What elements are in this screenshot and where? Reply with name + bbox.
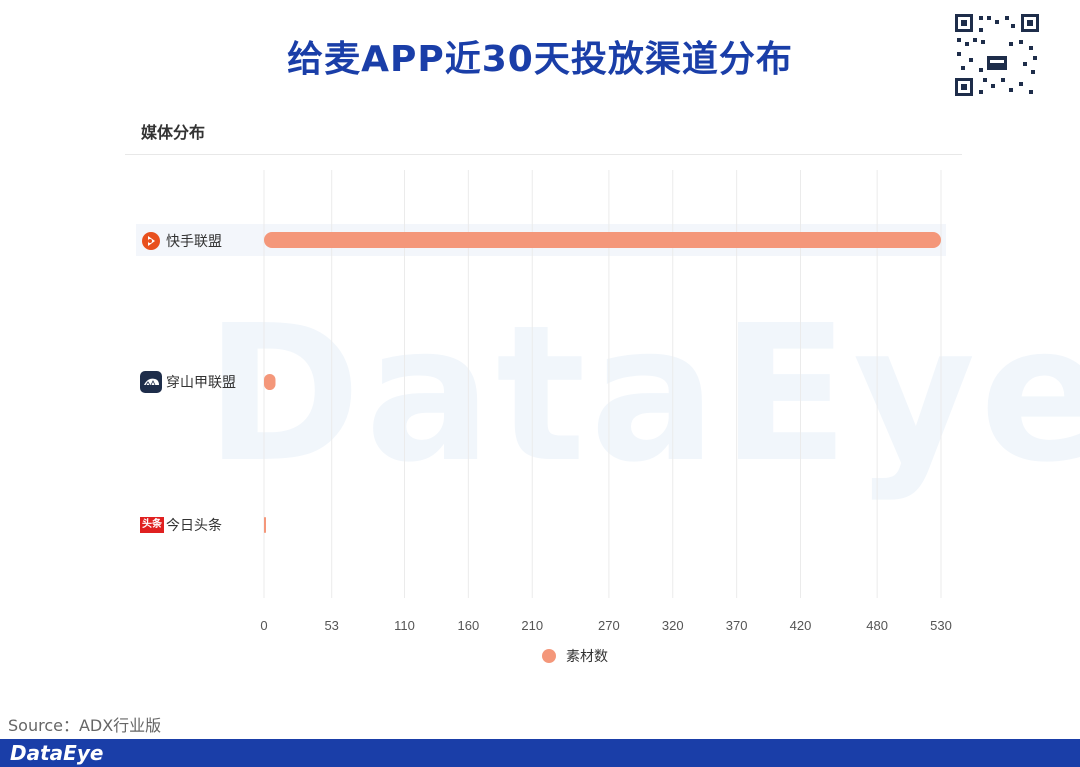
section-divider: [125, 154, 962, 155]
x-tick-label: 160: [458, 618, 480, 633]
x-tick-label: 420: [790, 618, 812, 633]
legend-marker: [542, 649, 556, 663]
bar-chart: 0 53 110 160 210 270 320 370 420 480 530: [136, 170, 952, 633]
bar-0[interactable]: [264, 232, 941, 248]
x-tick-label: 270: [598, 618, 620, 633]
x-tick-label: 110: [394, 618, 415, 633]
category-label: 穿山甲联盟: [166, 375, 236, 391]
page-title: 给麦APP近30天投放渠道分布: [287, 39, 793, 80]
legend[interactable]: 素材数: [542, 646, 608, 666]
x-tick-label: 53: [324, 618, 338, 633]
bar-2[interactable]: [264, 517, 266, 533]
watermark: DataEye: [205, 285, 1080, 504]
toutiao-logo-icon: 头条: [140, 517, 164, 533]
legend-label: 素材数: [566, 649, 608, 665]
category-label: 今日头条: [166, 518, 222, 534]
x-tick-label: 0: [260, 618, 267, 633]
category-label-pangle: 穿山甲联盟: [140, 369, 236, 395]
category-label-kuaishou: 快手联盟: [140, 228, 222, 254]
qr-code-icon: [953, 12, 1041, 98]
section-title: 媒体分布: [141, 123, 206, 142]
pangolin-logo-icon: [140, 371, 162, 393]
footer-bar: DataEye: [0, 739, 1080, 767]
x-tick-label: 210: [521, 618, 543, 633]
category-label-toutiao: 头条 今日头条: [140, 512, 222, 538]
bar-1[interactable]: [264, 374, 276, 390]
x-tick-label: 370: [726, 618, 748, 633]
kuaishou-logo-icon: [140, 230, 162, 252]
footer-brand-logo: DataEye: [10, 741, 104, 765]
source-note: Source：ADX行业版: [8, 716, 162, 735]
x-tick-label: 480: [866, 618, 888, 633]
x-tick-label: 320: [662, 618, 684, 633]
category-label: 快手联盟: [166, 234, 222, 250]
x-tick-label: 530: [930, 618, 952, 633]
